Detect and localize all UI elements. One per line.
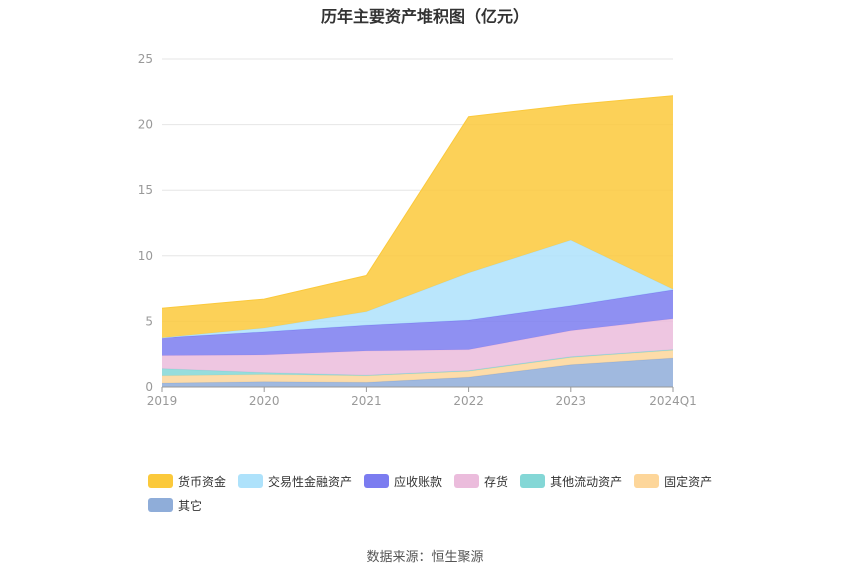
y-tick-label: 10 bbox=[138, 249, 153, 263]
y-tick-label: 20 bbox=[138, 118, 153, 132]
legend-swatch bbox=[454, 474, 480, 488]
x-tick-label: 2021 bbox=[351, 394, 382, 408]
legend-label: 其他流动资产 bbox=[550, 474, 623, 489]
area-series bbox=[161, 95, 674, 387]
legend-swatch bbox=[148, 498, 173, 512]
legend-swatch bbox=[148, 474, 173, 488]
y-tick-label: 15 bbox=[138, 183, 153, 197]
x-tick-label: 2023 bbox=[556, 394, 587, 408]
legend-item[interactable]: 其它 bbox=[148, 497, 202, 513]
y-tick-label: 0 bbox=[145, 380, 153, 394]
y-tick-label: 5 bbox=[145, 314, 153, 328]
area-series-6 bbox=[162, 95, 673, 338]
x-tick-label: 2022 bbox=[453, 394, 484, 408]
legend-item[interactable]: 其他流动资产 bbox=[520, 473, 622, 489]
axes: 0 5 10 15 20 25 2019 2020 2021 2022 2023 2024Q1 bbox=[138, 52, 697, 408]
legend-swatch bbox=[364, 474, 390, 488]
x-tick-label: 2024Q1 bbox=[649, 394, 697, 408]
y-tick-label: 25 bbox=[138, 52, 153, 66]
chart-title: 历年主要资产堆积图（亿元） bbox=[320, 7, 529, 26]
legend-swatch bbox=[238, 474, 264, 488]
area-series-3 bbox=[162, 318, 673, 376]
legend-label: 存货 bbox=[484, 474, 509, 489]
legend-label: 其它 bbox=[178, 498, 203, 513]
legend-swatch bbox=[634, 474, 660, 488]
data-source: 数据来源：恒生聚源 bbox=[366, 550, 484, 565]
x-tick-label: 2020 bbox=[249, 394, 280, 408]
x-tick-label: 2019 bbox=[147, 394, 178, 408]
legend-label: 货币资金 bbox=[178, 474, 227, 489]
chart-legend: 货币资金 交易性金融资产 应收账款 存货 其他流动资产 固定资产其它 bbox=[148, 473, 748, 513]
area-edge-4 bbox=[161, 289, 674, 339]
area-series-5 bbox=[162, 240, 673, 338]
legend-label: 交易性金融资产 bbox=[268, 474, 353, 489]
area-edge-6 bbox=[161, 95, 674, 309]
legend-item[interactable]: 交易性金融资产 bbox=[238, 473, 352, 489]
legend-label: 固定资产 bbox=[664, 474, 713, 489]
area-series-0 bbox=[162, 358, 673, 387]
legend-item[interactable]: 应收账款 bbox=[364, 473, 442, 489]
legend-swatch bbox=[520, 474, 546, 488]
legend-item[interactable]: 存货 bbox=[454, 473, 508, 489]
area-series-2 bbox=[162, 349, 673, 376]
legend-item[interactable]: 固定资产 bbox=[634, 473, 712, 489]
legend-item[interactable]: 货币资金 bbox=[148, 473, 226, 489]
legend-label: 应收账款 bbox=[394, 474, 443, 489]
